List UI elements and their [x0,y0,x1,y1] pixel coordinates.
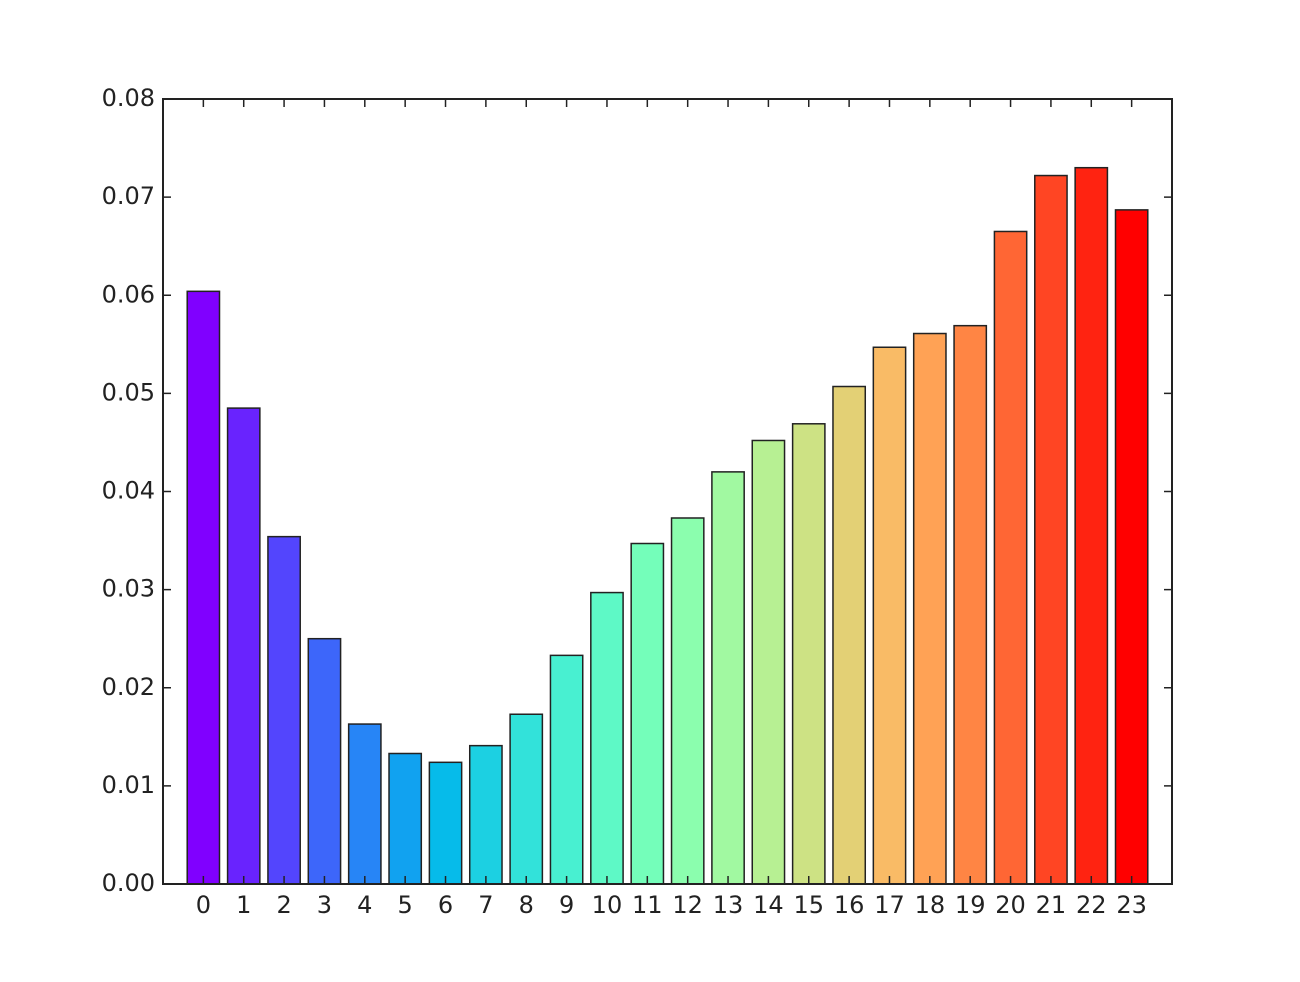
bar [509,713,544,885]
bar [670,517,705,885]
bar [751,439,786,885]
bar [347,723,382,885]
bar [1114,209,1149,885]
x-tick-label: 11 [632,891,663,919]
bar [549,654,584,885]
y-tick-label: 0.04 [102,477,155,505]
bar [468,744,503,885]
x-tick-label: 0 [196,891,211,919]
x-tick-label: 2 [276,891,291,919]
bar [630,542,665,885]
y-tick-label: 0.07 [102,182,155,210]
x-tick-label: 12 [672,891,703,919]
x-tick-label: 15 [793,891,824,919]
x-tick-label: 13 [713,891,744,919]
bar [1034,174,1068,885]
bar [226,407,261,885]
bar [872,346,907,885]
bar [590,591,624,885]
x-tick-label: 10 [592,891,623,919]
x-tick-label: 20 [995,891,1026,919]
x-tick-label: 3 [317,891,332,919]
bar [428,761,463,885]
bar [832,385,867,885]
x-tick-label: 21 [1036,891,1067,919]
x-tick-label: 9 [559,891,574,919]
y-tick-label: 0.02 [102,673,155,701]
y-tick-label: 0.05 [102,378,155,406]
bar [1074,166,1109,885]
bar [186,290,221,885]
y-tick-label: 0.06 [102,280,155,308]
x-tick-label: 16 [834,891,865,919]
y-tick-label: 0.01 [102,771,155,799]
x-tick-label: 17 [874,891,905,919]
bar [912,332,947,885]
bar [388,752,423,885]
x-tick-label: 1 [236,891,251,919]
bar [953,324,988,885]
x-tick-label: 18 [915,891,946,919]
x-tick-label: 19 [955,891,986,919]
bar [307,637,342,885]
bar [711,471,745,885]
y-tick-label: 0.00 [102,869,155,897]
x-tick-label: 8 [519,891,534,919]
bar [791,423,826,885]
x-tick-label: 23 [1116,891,1147,919]
x-tick-label: 6 [438,891,453,919]
bar [267,535,301,885]
x-tick-label: 7 [478,891,493,919]
x-tick-label: 4 [357,891,372,919]
x-tick-label: 5 [398,891,413,919]
y-tick-label: 0.03 [102,575,155,603]
x-tick-label: 14 [753,891,784,919]
x-tick-label: 22 [1076,891,1107,919]
bar [993,230,1028,885]
y-tick-label: 0.08 [102,84,155,112]
